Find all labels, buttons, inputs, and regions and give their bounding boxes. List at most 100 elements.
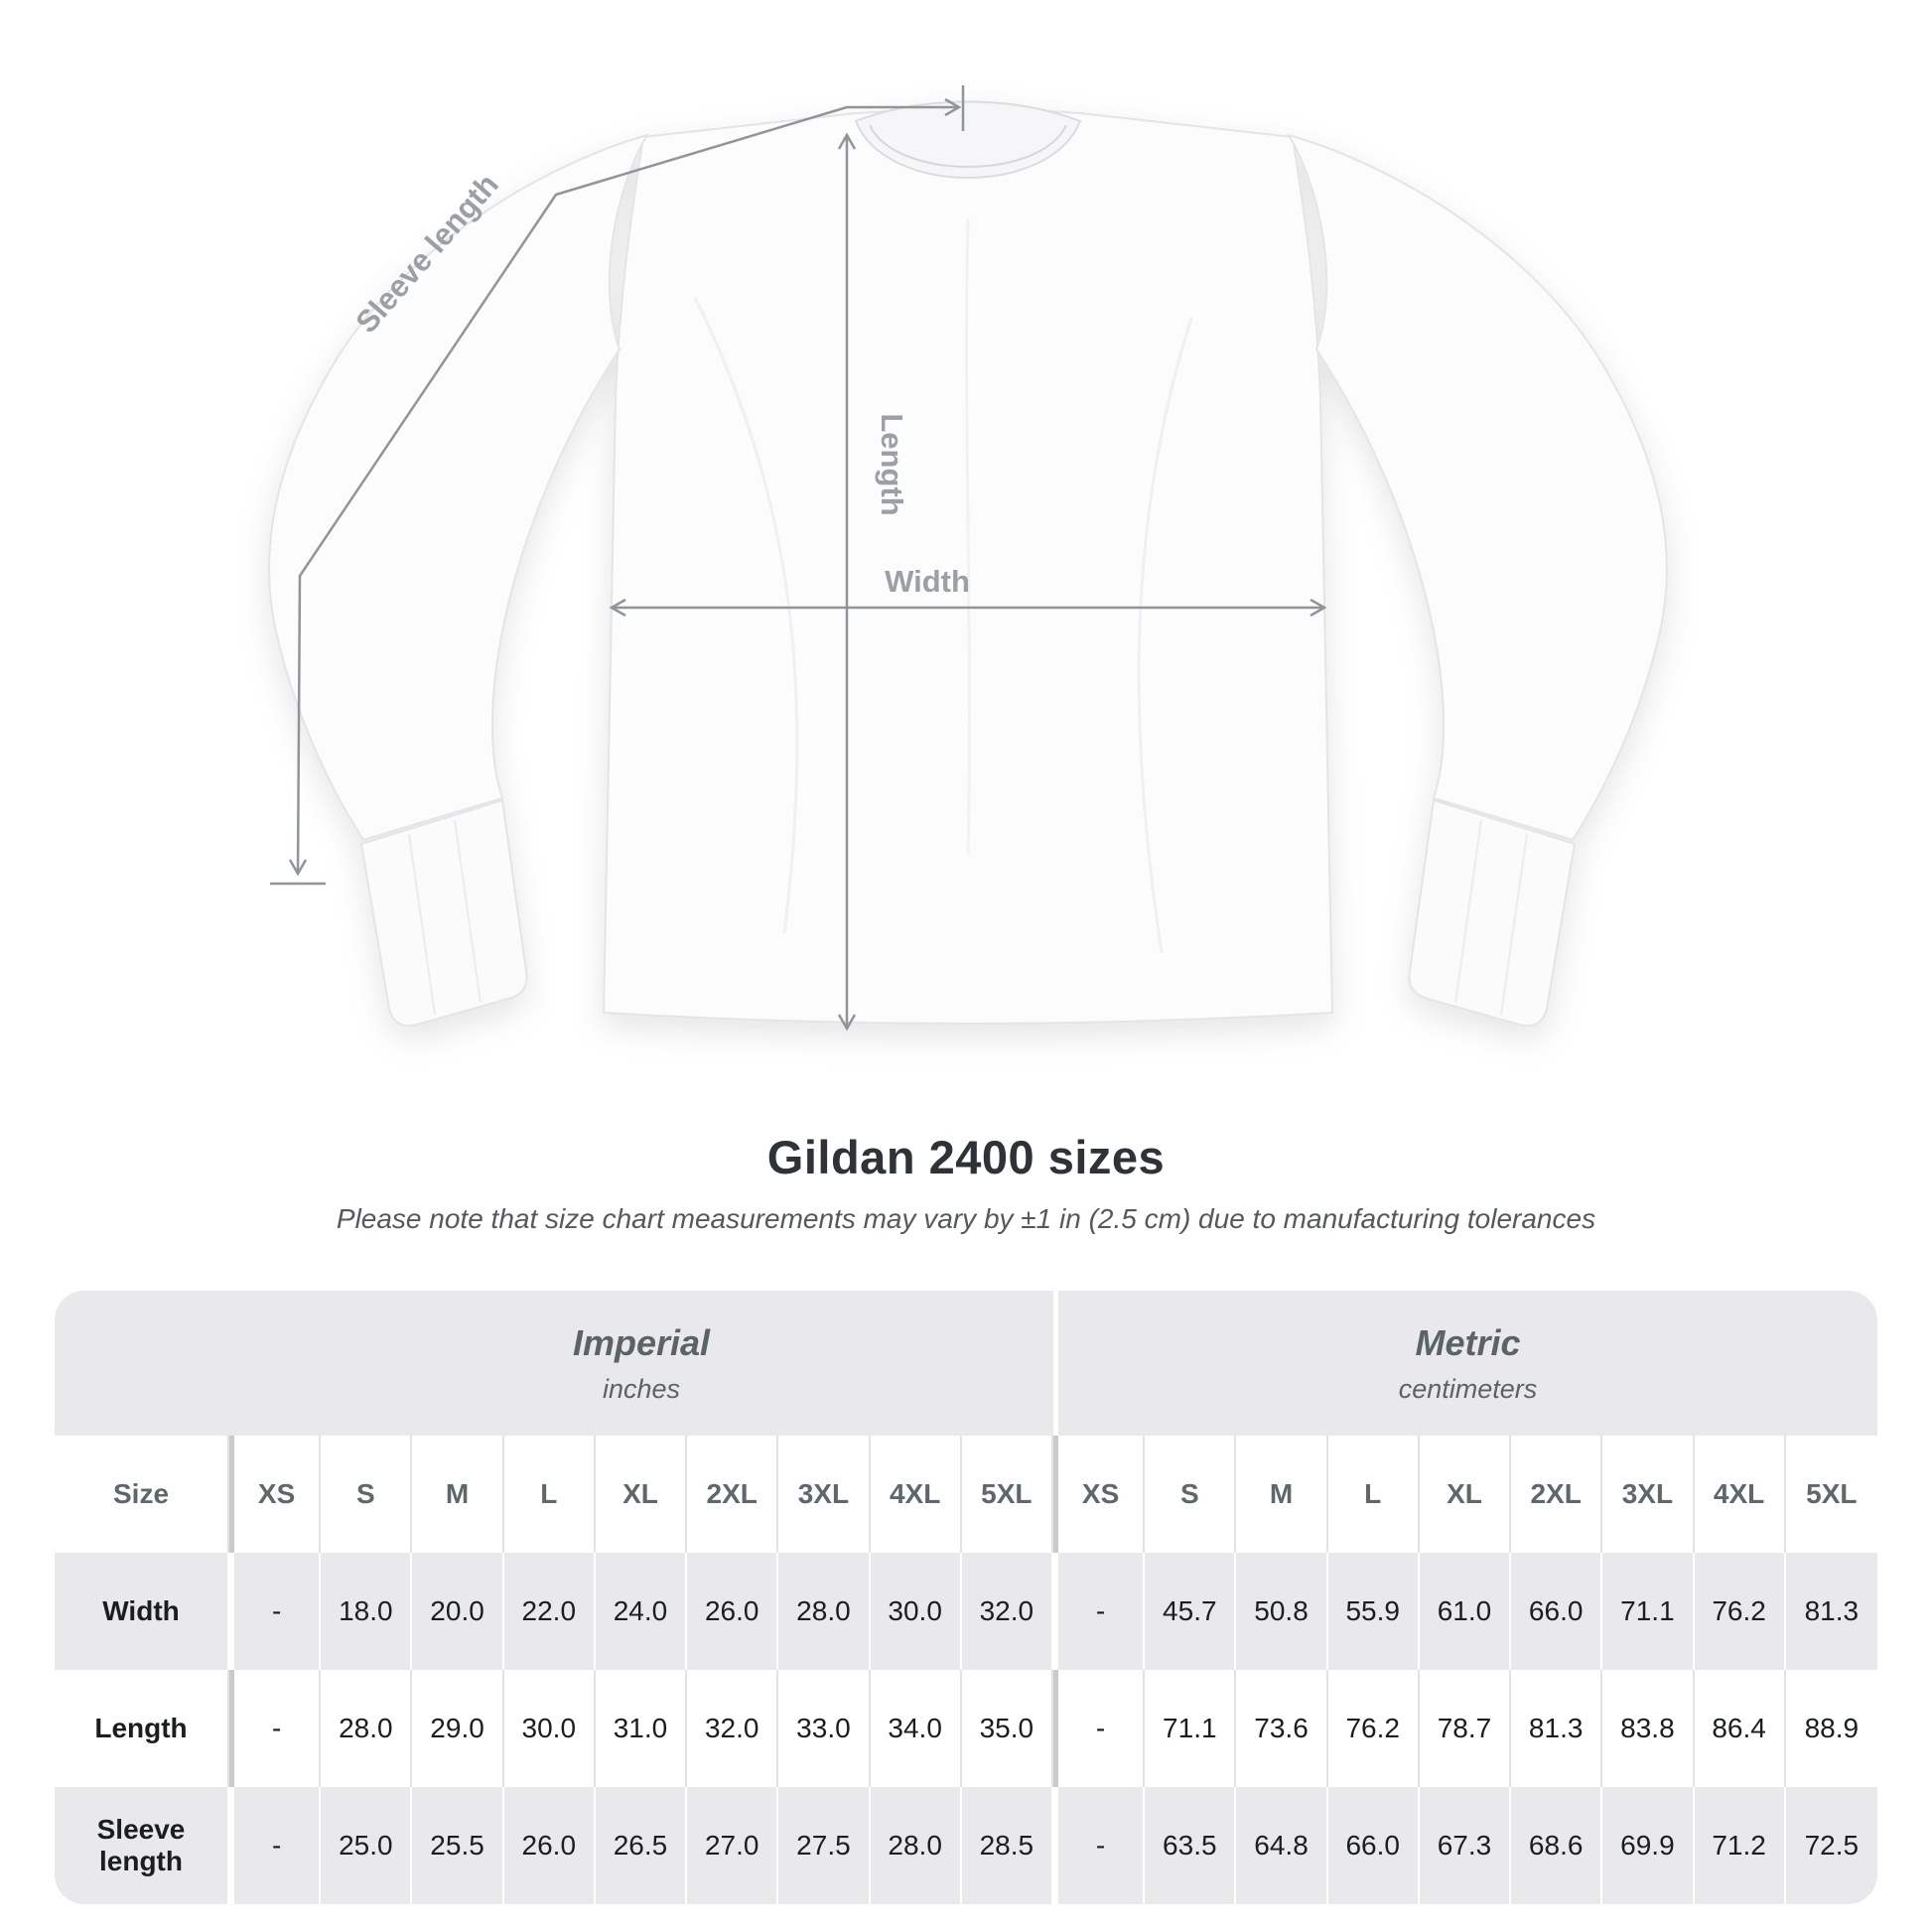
cell: 61.0 — [1419, 1553, 1512, 1670]
width-label: Width — [885, 564, 970, 599]
cell: 26.0 — [503, 1787, 596, 1904]
cell: 32.0 — [961, 1553, 1053, 1670]
tolerance-note: Please note that size chart measurements… — [336, 1203, 1596, 1234]
cell: 33.0 — [778, 1670, 871, 1787]
cell: 71.2 — [1694, 1787, 1786, 1904]
cell: 28.5 — [961, 1787, 1053, 1904]
size-header-row: Size XS S M L XL 2XL 3XL 4XL 5XL XS S M … — [55, 1436, 1877, 1553]
left-sleeve — [268, 133, 650, 842]
cell: 55.9 — [1327, 1553, 1420, 1670]
cell: - — [229, 1787, 322, 1904]
cell: 25.5 — [412, 1787, 504, 1904]
cell: 31.0 — [595, 1670, 688, 1787]
cell: 28.0 — [321, 1670, 413, 1787]
table-row-sleeve-length: Sleeve length - 25.0 25.5 26.0 26.5 27.0… — [55, 1787, 1877, 1904]
metric-group-header: Metric centimeters — [1052, 1291, 1877, 1436]
arrowhead-up — [837, 132, 857, 150]
size-header: 2XL — [1511, 1436, 1603, 1553]
row-label: Length — [55, 1670, 229, 1787]
cell: 29.0 — [412, 1670, 504, 1787]
cell: - — [1052, 1670, 1146, 1787]
cell: 32.0 — [687, 1670, 779, 1787]
cell: 67.3 — [1419, 1787, 1512, 1904]
size-table: Imperial inches Metric centimeters Size … — [55, 1291, 1877, 1904]
cell: 71.1 — [1145, 1670, 1237, 1787]
metric-title: Metric — [1415, 1321, 1521, 1363]
cell: 76.2 — [1694, 1553, 1786, 1670]
cell: 45.7 — [1145, 1553, 1237, 1670]
size-header: L — [1327, 1436, 1420, 1553]
cell: 30.0 — [870, 1553, 962, 1670]
imperial-title: Imperial — [572, 1321, 711, 1363]
right-cuff — [1408, 798, 1577, 1028]
band-corner — [55, 1291, 229, 1436]
table-row-width: Width - 18.0 20.0 22.0 24.0 26.0 28.0 30… — [55, 1553, 1877, 1670]
unit-group-row: Imperial inches Metric centimeters — [55, 1291, 1877, 1436]
cell: 73.6 — [1236, 1670, 1328, 1787]
size-header: XS — [229, 1436, 322, 1553]
row-label: Width — [55, 1553, 229, 1670]
right-sleeve — [1286, 133, 1668, 842]
size-header: XL — [1419, 1436, 1512, 1553]
cell: 26.5 — [595, 1787, 688, 1904]
left-cuff — [359, 798, 528, 1028]
arrowhead-right — [1310, 598, 1327, 618]
crease-line — [965, 217, 971, 855]
cell: - — [229, 1553, 322, 1670]
cell: 72.5 — [1785, 1787, 1877, 1904]
size-header: XS — [1052, 1436, 1146, 1553]
size-header: 5XL — [1785, 1436, 1877, 1553]
arrowhead-left — [609, 598, 626, 618]
cell: 66.0 — [1327, 1787, 1420, 1904]
cell: 81.3 — [1785, 1553, 1877, 1670]
cell: 83.8 — [1602, 1670, 1695, 1787]
cell: 27.5 — [778, 1787, 871, 1904]
shirt-illustration: Sleeve length Length Width — [268, 85, 1668, 1032]
cell: 78.7 — [1419, 1670, 1512, 1787]
cell: 18.0 — [321, 1553, 413, 1670]
cell: 68.6 — [1511, 1787, 1603, 1904]
cell: - — [1052, 1787, 1146, 1904]
cell: 22.0 — [503, 1553, 596, 1670]
size-header: 2XL — [687, 1436, 779, 1553]
cell: 26.0 — [687, 1553, 779, 1670]
cell: 69.9 — [1602, 1787, 1695, 1904]
size-header: XL — [595, 1436, 688, 1553]
measurement-lines — [270, 85, 1327, 1032]
arrowhead-down — [288, 859, 308, 877]
cell: 25.0 — [321, 1787, 413, 1904]
cell: 27.0 — [687, 1787, 779, 1904]
shirt-measurement-diagram: Sleeve length Length Width — [268, 85, 1668, 1032]
cell: 24.0 — [595, 1553, 688, 1670]
size-header: 4XL — [1694, 1436, 1786, 1553]
cell: 63.5 — [1145, 1787, 1237, 1904]
size-header: 5XL — [961, 1436, 1053, 1553]
cuff-ribbing — [408, 819, 482, 1016]
cell: 28.0 — [870, 1787, 962, 1904]
size-col-header: Size — [55, 1436, 229, 1553]
arrowhead-right — [944, 97, 962, 117]
cell: 50.8 — [1236, 1553, 1328, 1670]
cell: 28.0 — [778, 1553, 871, 1670]
cell: 66.0 — [1511, 1553, 1603, 1670]
sleeve-length-line — [296, 105, 959, 875]
crease-line — [693, 297, 799, 934]
page-title: Gildan 2400 sizes — [766, 1131, 1166, 1183]
cell: 20.0 — [412, 1553, 504, 1670]
arrowhead-down — [837, 1014, 857, 1032]
long-sleeve-shirt — [268, 100, 1668, 1028]
cell: 34.0 — [870, 1670, 962, 1787]
cell: 71.1 — [1602, 1553, 1695, 1670]
length-label: Length — [875, 413, 909, 515]
size-header: S — [1145, 1436, 1237, 1553]
collar-seam — [869, 124, 1067, 168]
cell: 88.9 — [1785, 1670, 1877, 1787]
size-header: L — [503, 1436, 596, 1553]
table-row-length: Length - 28.0 29.0 30.0 31.0 32.0 33.0 3… — [55, 1670, 1877, 1787]
cell: 30.0 — [503, 1670, 596, 1787]
size-header: 3XL — [778, 1436, 871, 1553]
cell: 35.0 — [961, 1670, 1053, 1787]
cell: 64.8 — [1236, 1787, 1328, 1904]
row-label: Sleeve length — [55, 1787, 229, 1904]
